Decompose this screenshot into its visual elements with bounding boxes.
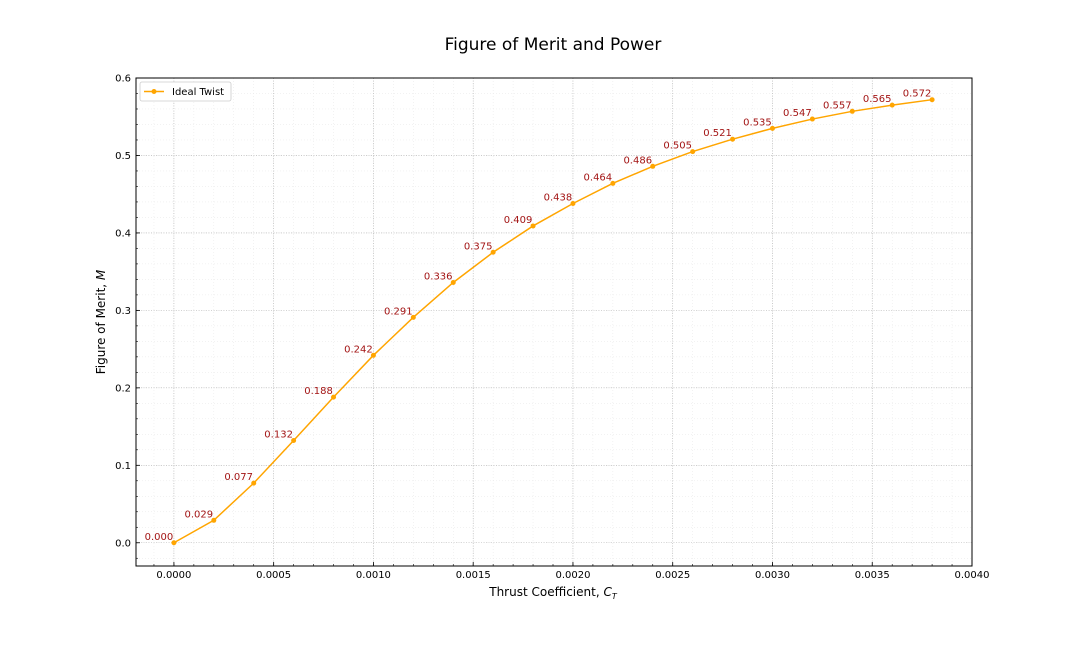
y-tick-label: 0.6 (115, 74, 131, 85)
data-label: 0.132 (264, 430, 293, 441)
y-tick-label: 0.2 (115, 383, 131, 394)
y-tick-label: 0.4 (115, 228, 131, 239)
legend-label: Ideal Twist (172, 87, 224, 98)
x-tick-label: 0.0020 (555, 570, 590, 581)
data-label: 0.409 (504, 215, 533, 226)
data-point (929, 97, 935, 103)
series-line (173, 98, 933, 544)
data-point (610, 180, 616, 186)
data-point (809, 116, 815, 122)
x-tick-label: 0.0005 (256, 570, 291, 581)
y-tick-label: 0.5 (115, 151, 131, 162)
data-point (530, 223, 536, 229)
data-point (331, 394, 337, 400)
data-point (211, 517, 217, 523)
data-point (490, 249, 496, 255)
data-point (171, 540, 177, 546)
series-layer (171, 97, 935, 546)
data-label: 0.291 (384, 306, 413, 317)
data-point (690, 149, 696, 155)
chart-title: Figure of Merit and Power (445, 35, 662, 55)
y-tick-label: 0.3 (115, 306, 131, 317)
data-label: 0.242 (344, 344, 373, 355)
plot-frame (135, 77, 973, 567)
data-label: 0.188 (304, 386, 333, 397)
data-label: 0.438 (544, 192, 573, 203)
data-point (251, 480, 257, 486)
data-label: 0.486 (623, 155, 652, 166)
data-label: 0.375 (464, 241, 493, 252)
data-label: 0.000 (145, 532, 174, 543)
data-labels: 0.000 0.029 0.077 0.132 0.188 0.242 0.291 0.336… (145, 89, 932, 543)
data-point (769, 125, 775, 131)
legend-marker (151, 89, 157, 94)
x-tick-label: 0.0035 (855, 570, 890, 581)
y-tick-label: 0.1 (115, 461, 131, 472)
data-point (570, 200, 576, 206)
data-label: 0.505 (663, 141, 692, 152)
x-tick-label: 0.0015 (456, 570, 491, 581)
data-point (410, 314, 416, 320)
data-point (889, 102, 895, 108)
legend-box (139, 81, 232, 102)
data-label: 0.336 (424, 271, 453, 282)
x-tick-label: 0.0000 (156, 570, 191, 581)
data-label: 0.565 (863, 94, 892, 105)
data-label: 0.464 (584, 172, 613, 183)
data-label: 0.572 (903, 89, 932, 100)
y-tick-label: 0.0 (115, 538, 131, 549)
data-label: 0.029 (184, 509, 213, 520)
data-label: 0.547 (783, 108, 812, 119)
y-axis-title: Figure of Merit, M (94, 269, 108, 374)
data-point (370, 352, 376, 358)
x-axis-title: Thrust Coefficient, CT (488, 585, 618, 601)
x-tick-label: 0.0010 (356, 570, 391, 581)
data-label: 0.557 (823, 100, 852, 111)
x-tick-label: 0.0030 (755, 570, 790, 581)
data-point (291, 438, 297, 444)
data-point (650, 163, 656, 169)
legend: Ideal Twist (139, 81, 232, 102)
x-tick-label: 0.0025 (655, 570, 690, 581)
data-label: 0.535 (743, 117, 772, 128)
data-label: 0.077 (224, 472, 253, 483)
minor-grid (136, 78, 973, 566)
x-tick-label: 0.0040 (955, 570, 990, 581)
tick-labels: 0.0000 0.0005 0.0010 0.0015 0.0020 0.0025 0.00… (115, 74, 989, 582)
data-point (730, 136, 736, 142)
data-label: 0.521 (703, 128, 732, 139)
data-point (450, 279, 456, 285)
data-point (849, 108, 855, 114)
